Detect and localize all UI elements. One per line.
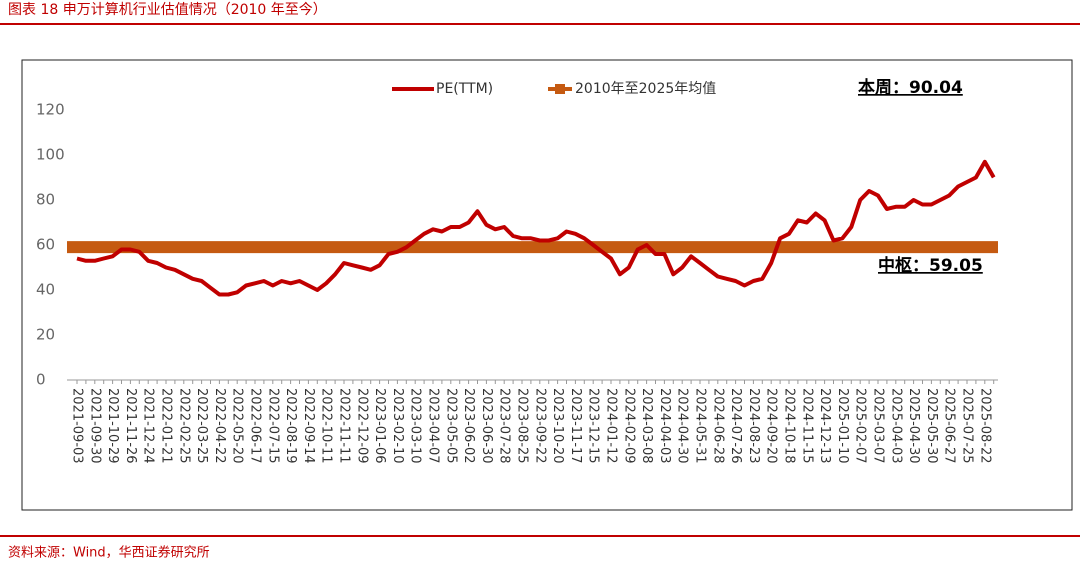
x-tick-label: 2023-10-20 [550, 388, 565, 464]
x-tick-label: 2023-06-30 [479, 388, 494, 464]
x-tick-label: 2022-09-14 [301, 388, 316, 464]
x-tick-label: 2022-07-15 [265, 388, 280, 464]
x-tick-label: 2023-04-07 [426, 388, 441, 464]
x-tick-label: 2023-11-17 [568, 388, 583, 464]
x-tick-label: 2023-08-25 [515, 388, 530, 464]
x-tick-label: 2022-10-11 [319, 388, 334, 464]
x-tick-label: 2024-09-20 [764, 388, 779, 464]
x-tick-label: 2023-01-06 [372, 388, 387, 464]
y-tick-label: 120 [36, 101, 65, 119]
x-tick-label: 2024-12-13 [817, 388, 832, 464]
x-tick-label: 2024-05-31 [693, 388, 708, 464]
x-tick-label: 2021-11-26 [123, 388, 138, 464]
x-tick-label: 2023-06-02 [461, 388, 476, 464]
x-tick-label: 2025-06-27 [942, 388, 957, 464]
x-tick-label: 2025-04-30 [906, 388, 921, 464]
x-tick-label: 2023-12-15 [586, 388, 601, 464]
x-tick-label: 2023-05-05 [443, 388, 458, 464]
x-tick-label: 2024-04-30 [675, 388, 690, 464]
x-tick-label: 2025-05-30 [924, 388, 939, 464]
legend-label: PE(TTM) [436, 81, 493, 97]
x-tick-label: 2024-04-03 [657, 388, 672, 464]
x-tick-label: 2024-02-09 [621, 388, 636, 464]
x-tick-label: 2024-11-15 [799, 388, 814, 464]
x-tick-label: 2022-11-11 [337, 388, 352, 464]
chart-title: 图表 18 申万计算机行业估值情况（2010 年至今） [8, 2, 327, 18]
x-tick-label: 2023-09-22 [532, 388, 547, 464]
annotation: 本周：90.04 [858, 77, 963, 98]
x-tick-label: 2022-05-20 [230, 388, 245, 464]
x-tick-label: 2022-02-25 [176, 388, 191, 464]
x-tick-label: 2025-03-07 [871, 388, 886, 464]
y-tick-label: 20 [36, 326, 55, 344]
x-tick-label: 2024-06-28 [710, 388, 725, 464]
y-tick-label: 100 [36, 146, 65, 164]
x-tick-label: 2022-04-22 [212, 388, 227, 464]
x-tick-label: 2021-12-24 [141, 388, 156, 464]
plot-frame [21, 59, 1073, 511]
x-tick-label: 2024-08-23 [746, 388, 761, 464]
annotation: 中枢：59.05 [878, 255, 983, 276]
legend-label: 2010年至2025年均值 [575, 81, 716, 97]
x-tick-label: 2024-10-18 [782, 388, 797, 464]
y-tick-label: 0 [36, 371, 46, 389]
x-tick-label: 2021-09-03 [70, 388, 85, 464]
pe-line [76, 159, 996, 297]
x-tick-label: 2025-07-25 [960, 388, 975, 464]
legend-marker [555, 84, 565, 94]
x-tick-label: 2025-01-10 [835, 388, 850, 464]
x-tick-label: 2024-03-08 [639, 388, 654, 464]
x-tick-label: 2022-01-21 [159, 388, 174, 464]
x-tick-label: 2022-06-17 [248, 388, 263, 464]
x-tick-label: 2024-01-12 [604, 388, 619, 464]
x-tick-label: 2023-02-10 [390, 388, 405, 464]
x-tick-label: 2025-04-03 [888, 388, 903, 464]
x-tick-label: 2025-08-22 [977, 388, 992, 464]
y-tick-label: 40 [36, 281, 55, 299]
y-tick-label: 60 [36, 236, 55, 254]
x-tick-label: 2025-02-07 [853, 388, 868, 464]
x-tick-label: 2023-07-28 [497, 388, 512, 464]
source: 资料来源：Wind，华西证券研究所 [8, 545, 210, 561]
x-tick-label: 2022-08-19 [283, 388, 298, 464]
x-tick-label: 2023-03-10 [408, 388, 423, 464]
y-tick-label: 80 [36, 191, 55, 209]
x-tick-label: 2021-09-30 [87, 388, 102, 464]
x-tick-label: 2024-07-26 [728, 388, 743, 464]
x-tick-label: 2022-03-25 [194, 388, 209, 464]
x-tick-label: 2021-10-29 [105, 388, 120, 464]
x-tick-label: 2022-12-09 [354, 388, 369, 464]
